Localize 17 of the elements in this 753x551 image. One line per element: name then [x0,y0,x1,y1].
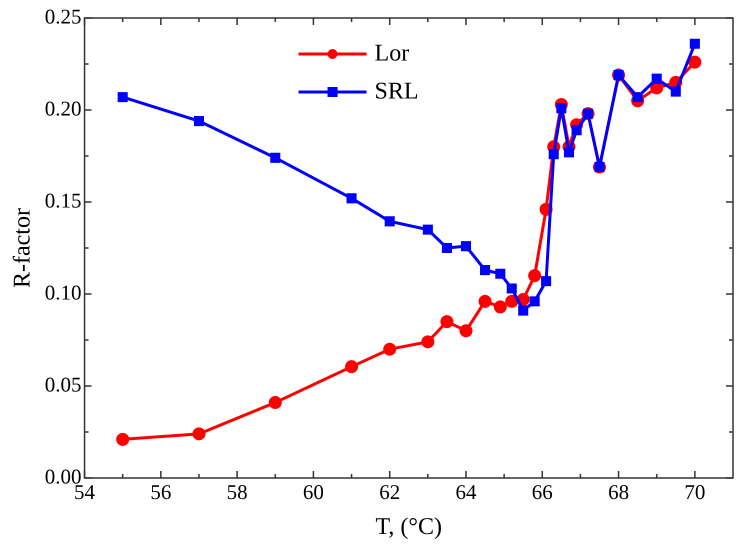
x-tick-label: 70 [684,480,706,504]
x-tick-label: 64 [455,480,477,504]
y-tick-label: 0.25 [44,4,82,29]
x-axis-title: T, (°C) [376,514,442,540]
x-tick-label: 60 [302,480,324,504]
y-tick-label: 0.15 [44,188,82,213]
x-tick-label: 56 [150,480,172,504]
legend-label: Lor [374,40,410,66]
x-tick-label: 58 [226,480,248,504]
x-tick-label: 66 [532,480,553,504]
x-tick-label: 62 [379,480,400,504]
y-axis-title: R-factor [10,208,36,288]
y-tick-label: 0.20 [44,96,82,121]
legend-label: SRL [374,78,419,104]
x-tick-label: 68 [608,480,630,504]
y-tick-label: 0.10 [44,280,82,305]
y-tick-label: 0.05 [44,372,82,397]
